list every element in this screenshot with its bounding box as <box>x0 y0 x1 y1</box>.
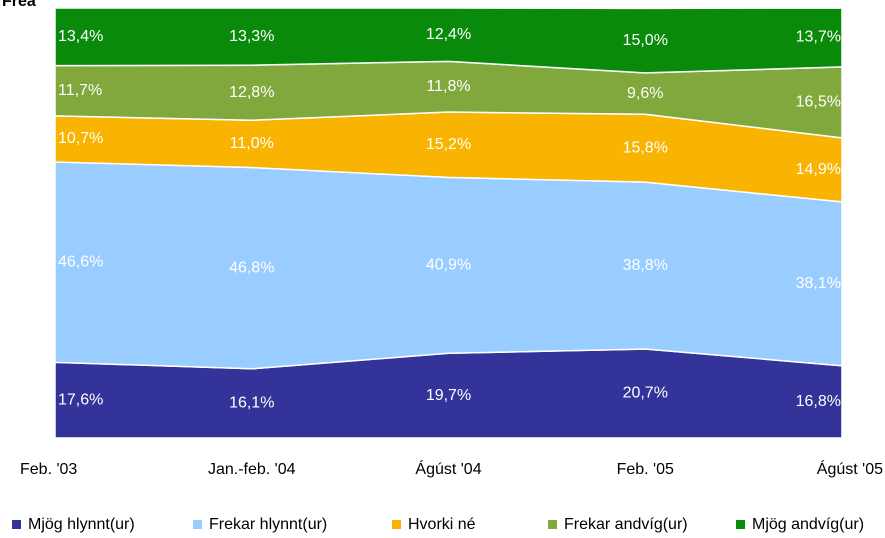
data-label: 13,4% <box>58 28 103 45</box>
legend-label: Hvorki né <box>408 516 476 533</box>
data-label: 13,7% <box>796 29 841 46</box>
data-label: 38,1% <box>796 275 841 292</box>
legend-swatch <box>193 520 202 529</box>
data-label: 16,5% <box>796 94 841 111</box>
data-label: 11,7% <box>58 82 102 99</box>
data-label: 19,7% <box>426 387 471 404</box>
data-label: 15,8% <box>623 139 668 156</box>
data-label: 13,3% <box>229 28 274 45</box>
x-tick-label: Feb. '05 <box>617 461 674 478</box>
data-label: 12,8% <box>229 84 274 101</box>
legend-label: Frekar andvíg(ur) <box>564 516 688 533</box>
data-label: 11,8% <box>426 78 470 95</box>
data-label: 46,8% <box>229 259 274 276</box>
legend-label: Mjög hlynnt(ur) <box>28 516 135 533</box>
x-tick-label: Ágúst '05 <box>817 459 883 478</box>
chart-title: Frea <box>2 0 36 10</box>
data-label: 17,6% <box>58 391 103 408</box>
legend-swatch <box>12 520 21 529</box>
data-label: 14,9% <box>796 161 841 178</box>
data-label: 15,0% <box>623 32 668 49</box>
x-tick-label: Jan.-feb. '04 <box>208 461 296 478</box>
legend-swatch <box>392 520 401 529</box>
data-label: 9,6% <box>627 85 663 102</box>
data-label: 16,8% <box>796 393 841 410</box>
legend-label: Mjög andvíg(ur) <box>752 516 864 533</box>
data-label: 20,7% <box>623 385 668 402</box>
legend-label: Frekar hlynnt(ur) <box>209 516 327 533</box>
legend-swatch <box>548 520 557 529</box>
data-label: 16,1% <box>229 395 274 412</box>
data-label: 15,2% <box>426 136 471 153</box>
x-tick-label: Ágúst '04 <box>415 459 481 478</box>
data-label: 10,7% <box>58 130 103 147</box>
legend-swatch <box>736 520 745 529</box>
data-label: 40,9% <box>426 257 471 274</box>
x-tick-label: Feb. '03 <box>20 461 77 478</box>
data-label: 38,8% <box>623 257 668 274</box>
area <box>54 7 843 74</box>
data-label: 11,0% <box>230 135 274 152</box>
data-label: 12,4% <box>426 26 471 43</box>
data-label: 46,6% <box>58 253 103 270</box>
